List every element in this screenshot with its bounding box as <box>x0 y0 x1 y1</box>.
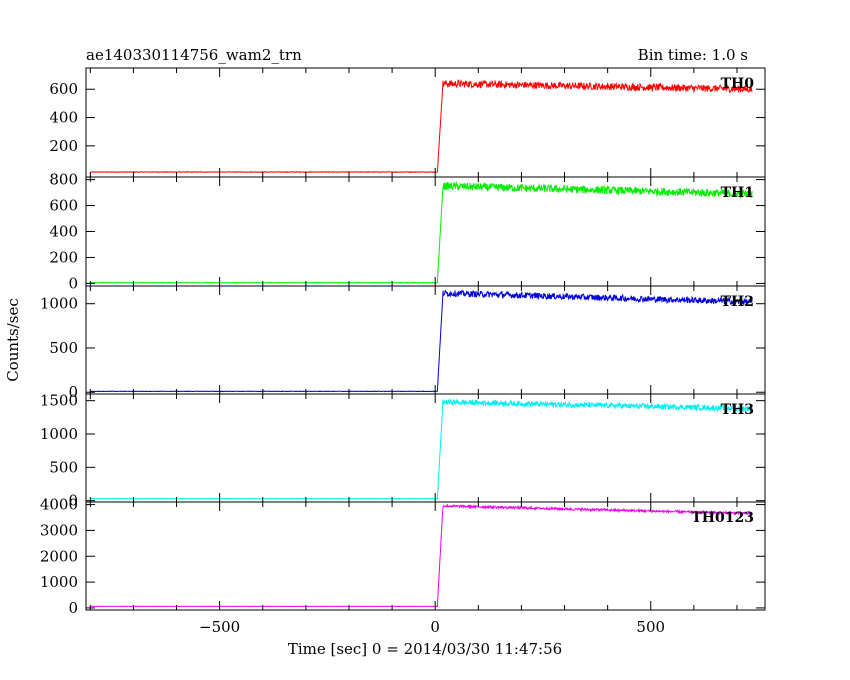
y-axis-label: Counts/sec <box>4 298 22 382</box>
panel-frame <box>85 393 766 503</box>
y-tick-label: 1000 <box>40 425 78 443</box>
series-line-th3 <box>90 397 753 500</box>
x-tick-label: 0 <box>430 618 440 636</box>
panel-th2: 0 500 1000 TH2 <box>40 285 766 401</box>
y-tick-label: 1000 <box>40 295 78 313</box>
y-tick-label: 1000 <box>40 573 78 591</box>
panel-th3: 0 500 1000 1500 TH3 <box>40 392 766 510</box>
y-tick-label: 800 <box>49 171 78 189</box>
series-line-th2 <box>90 289 753 393</box>
chart-title: ae140330114756_wam2_trn <box>86 46 302 64</box>
bin-time-label: Bin time: 1.0 s <box>638 46 748 64</box>
y-tick-label: 4000 <box>40 496 78 514</box>
y-tick-label: 0 <box>68 383 78 401</box>
panel-label-th3: TH3 <box>721 402 754 418</box>
y-tick-label: 600 <box>49 80 78 98</box>
series-line-th0 <box>90 78 753 174</box>
y-tick-label: 500 <box>49 339 78 357</box>
y-tick-label: 0 <box>68 492 78 510</box>
y-tick-label: 400 <box>49 109 78 127</box>
panel-label-th0: TH0 <box>721 76 755 92</box>
x-tick-label: 500 <box>636 618 665 636</box>
panel-frame <box>85 176 766 287</box>
y-tick-label: 500 <box>49 458 78 476</box>
panel-th0: 200 400 600 TH0 <box>49 67 766 178</box>
panel-label-th0123: TH0123 <box>691 510 754 526</box>
y-tick-label: 0 <box>68 599 78 617</box>
y-tick-label: 1500 <box>40 392 78 410</box>
y-tick-label: 600 <box>49 197 78 215</box>
series-line-th1 <box>89 180 753 284</box>
panel-label-th2: TH2 <box>721 294 754 310</box>
panel-th1: 0 200 400 600 800 TH1 <box>49 171 766 292</box>
panel-th0123: 0 1000 2000 3000 4000 TH0123 <box>40 496 766 617</box>
panel-frame <box>85 501 766 611</box>
y-tick-label: 3000 <box>40 521 78 539</box>
x-axis-label: Time [sec] 0 = 2014/03/30 11:47:56 <box>288 640 562 658</box>
y-tick-label: 400 <box>49 223 78 241</box>
panel-frame <box>85 285 766 395</box>
x-tick-label: −500 <box>199 618 240 636</box>
y-tick-label: 200 <box>49 248 78 266</box>
panel-frame <box>85 67 766 178</box>
y-tick-label: 200 <box>49 137 78 155</box>
series-line-th0123 <box>90 503 753 608</box>
y-tick-label: 2000 <box>40 547 78 565</box>
panel-label-th1: TH1 <box>721 185 754 201</box>
y-tick-label: 0 <box>68 274 78 292</box>
